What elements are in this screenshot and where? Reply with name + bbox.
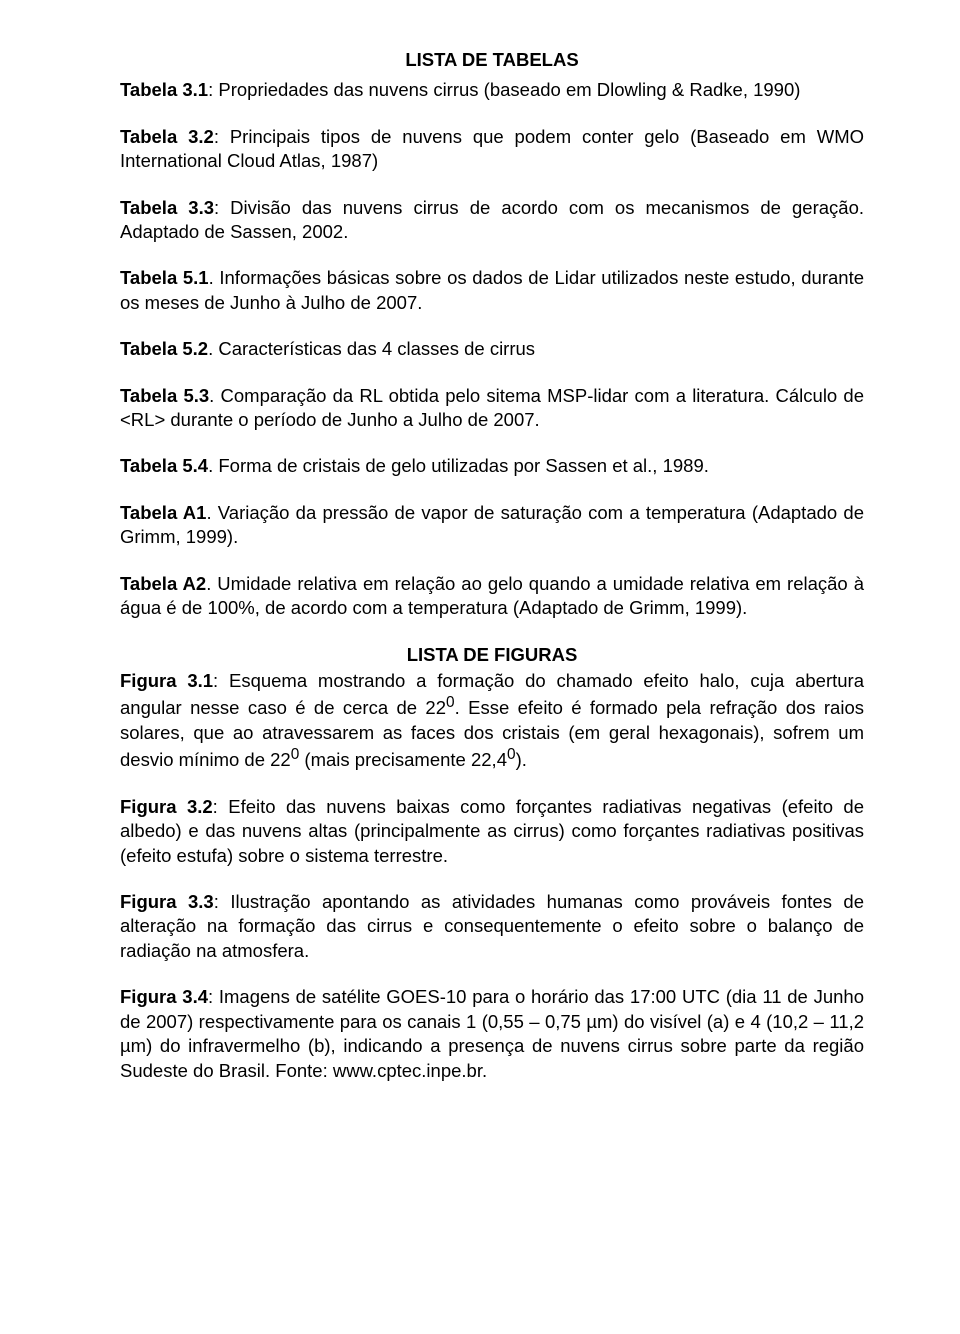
tabela-label: Tabela A2 [120, 573, 206, 594]
figura-entry: Figura 3.3: Ilustração apontando as ativ… [120, 890, 864, 963]
tabelas-list: Tabela 3.1: Propriedades das nuvens cirr… [120, 78, 864, 620]
tabela-label: Tabela 5.4 [120, 455, 208, 476]
figura-entry: Figura 3.1: Esquema mostrando a formação… [120, 669, 864, 773]
tabela-entry: Tabela 5.2. Características das 4 classe… [120, 337, 864, 361]
figura-text: : Esquema mostrando a formação do chamad… [120, 670, 864, 771]
tabela-text: . Características das 4 classes de cirru… [208, 338, 535, 359]
tabela-text: . Forma de cristais de gelo utilizadas p… [208, 455, 709, 476]
tabela-entry: Tabela 5.3. Comparação da RL obtida pelo… [120, 384, 864, 433]
tabela-entry: Tabela 5.1. Informações básicas sobre os… [120, 266, 864, 315]
heading-lista-figuras: LISTA DE FIGURAS [120, 643, 864, 667]
tabela-label: Tabela 5.3 [120, 385, 209, 406]
tabela-text: : Divisão das nuvens cirrus de acordo co… [120, 197, 864, 242]
figura-text: : Imagens de satélite GOES-10 para o hor… [120, 986, 864, 1080]
tabela-entry: Tabela A1. Variação da pressão de vapor … [120, 501, 864, 550]
heading-lista-tabelas: LISTA DE TABELAS [120, 48, 864, 72]
tabela-text: . Comparação da RL obtida pelo sitema MS… [120, 385, 864, 430]
figura-entry: Figura 3.2: Efeito das nuvens baixas com… [120, 795, 864, 868]
tabela-text: . Umidade relativa em relação ao gelo qu… [120, 573, 864, 618]
figura-text: : Efeito das nuvens baixas como forçante… [120, 796, 864, 866]
tabela-label: Tabela 3.2 [120, 126, 214, 147]
tabela-text: : Principais tipos de nuvens que podem c… [120, 126, 864, 171]
figura-text: : Ilustração apontando as atividades hum… [120, 891, 864, 961]
tabela-label: Tabela 3.3 [120, 197, 214, 218]
tabela-label: Tabela 5.1 [120, 267, 209, 288]
figura-entry: Figura 3.4: Imagens de satélite GOES-10 … [120, 985, 864, 1083]
tabela-label: Tabela A1 [120, 502, 206, 523]
figuras-list: Figura 3.1: Esquema mostrando a formação… [120, 669, 864, 1083]
tabela-entry: Tabela 3.3: Divisão das nuvens cirrus de… [120, 196, 864, 245]
tabela-entry: Tabela 5.4. Forma de cristais de gelo ut… [120, 454, 864, 478]
tabela-entry: Tabela 3.1: Propriedades das nuvens cirr… [120, 78, 864, 102]
tabela-label: Tabela 5.2 [120, 338, 208, 359]
figura-label: Figura 3.2 [120, 796, 213, 817]
tabela-text: . Informações básicas sobre os dados de … [120, 267, 864, 312]
figura-label: Figura 3.1 [120, 670, 213, 691]
tabela-entry: Tabela A2. Umidade relativa em relação a… [120, 572, 864, 621]
tabela-entry: Tabela 3.2: Principais tipos de nuvens q… [120, 125, 864, 174]
figura-label: Figura 3.3 [120, 891, 214, 912]
figura-label: Figura 3.4 [120, 986, 208, 1007]
tabela-label: Tabela 3.1 [120, 79, 208, 100]
tabela-text: : Propriedades das nuvens cirrus (basead… [208, 79, 800, 100]
tabela-text: . Variação da pressão de vapor de satura… [120, 502, 864, 547]
